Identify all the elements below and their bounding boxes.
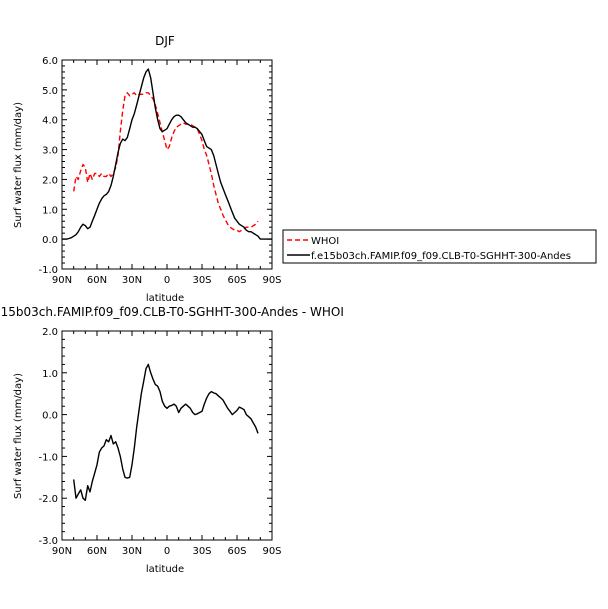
bottom-chart-title: f.e15b03ch.FAMIP.f09_f09.CLB-T0-SGHHT-30…: [0, 305, 344, 319]
bottom-x-tick-label: 30S: [192, 546, 211, 557]
top-x-axis-label: latitude: [146, 293, 184, 304]
top-y-tick-label: 6.0: [42, 56, 58, 67]
bottom-y-axis-label: Surf water flux (mm/day): [13, 373, 24, 499]
top-y-tick-label: 0.0: [42, 235, 58, 246]
bottom-x-tick-label: 90N: [52, 546, 72, 557]
top-chart-title: DJF: [155, 34, 175, 48]
top-series-line-0: [73, 92, 259, 233]
bottom-y-tick-label: 0.0: [42, 411, 58, 422]
bottom-x-tick-label: 30N: [122, 546, 142, 557]
bottom-plot-area: 90N 60N 30N 0 30S 60S 90S 2.0 1.0 0.0 -1.0 -2.0 -3.0: [38, 327, 281, 557]
top-x-tick-label: 90S: [262, 275, 281, 286]
top-y-tick-label: 2.0: [42, 175, 58, 186]
top-y-tick-label: 3.0: [42, 146, 58, 157]
bottom-x-tick-label: 0: [164, 546, 170, 557]
top-y-tick-label: 5.0: [42, 86, 58, 97]
top-plot-area: 90N 60N 30N 0 30S 60S 90S 6.0 5.0 4.0 3.0 2.0 1.0 0.0…: [38, 56, 281, 286]
bottom-series-line-0: [73, 363, 259, 501]
top-y-tick-label: 4.0: [42, 116, 58, 127]
top-y-axis-label: Surf water flux (mm/day): [13, 102, 24, 228]
bottom-plot-frame: [61, 330, 273, 541]
bottom-y-tick-label: 1.0: [42, 369, 58, 380]
top-x-tick-label: 30S: [192, 275, 211, 286]
top-y-tick-label: -1.0: [38, 265, 58, 276]
panel-bottom: f.e15b03ch.FAMIP.f09_f09.CLB-T0-SGHHT-30…: [0, 305, 344, 575]
top-plot-frame: [61, 59, 273, 270]
bottom-x-tick-label: 60S: [227, 546, 246, 557]
panel-top: DJF 90N 60N 30N 0 30S 60S 90S 6.0 5.0 4.0 3.0 2.0 1.…: [13, 34, 282, 304]
top-x-tick-label: 60N: [87, 275, 107, 286]
top-x-tick-label: 0: [164, 275, 170, 286]
bottom-y-tick-label: -3.0: [38, 536, 58, 547]
legend-label-whoi: WHOI: [311, 236, 339, 247]
bottom-y-tick-label: -2.0: [38, 494, 58, 505]
bottom-x-tick-label: 90S: [262, 546, 281, 557]
legend-label-model: f.e15b03ch.FAMIP.f09_f09.CLB-T0-SGHHT-30…: [311, 251, 571, 262]
top-series-line-1: [62, 68, 272, 240]
bottom-y-tick-label: -1.0: [38, 452, 58, 463]
top-y-tick-label: 1.0: [42, 205, 58, 216]
legend-box: [282, 229, 597, 264]
bottom-x-axis-label: latitude: [146, 564, 184, 575]
top-x-tick-label: 30N: [122, 275, 142, 286]
legend: WHOI f.e15b03ch.FAMIP.f09_f09.CLB-T0-SGH…: [282, 229, 597, 264]
top-x-tick-label: 90N: [52, 275, 72, 286]
top-x-tick-label: 60S: [227, 275, 246, 286]
bottom-y-tick-label: 2.0: [42, 327, 58, 338]
bottom-x-tick-label: 60N: [87, 546, 107, 557]
